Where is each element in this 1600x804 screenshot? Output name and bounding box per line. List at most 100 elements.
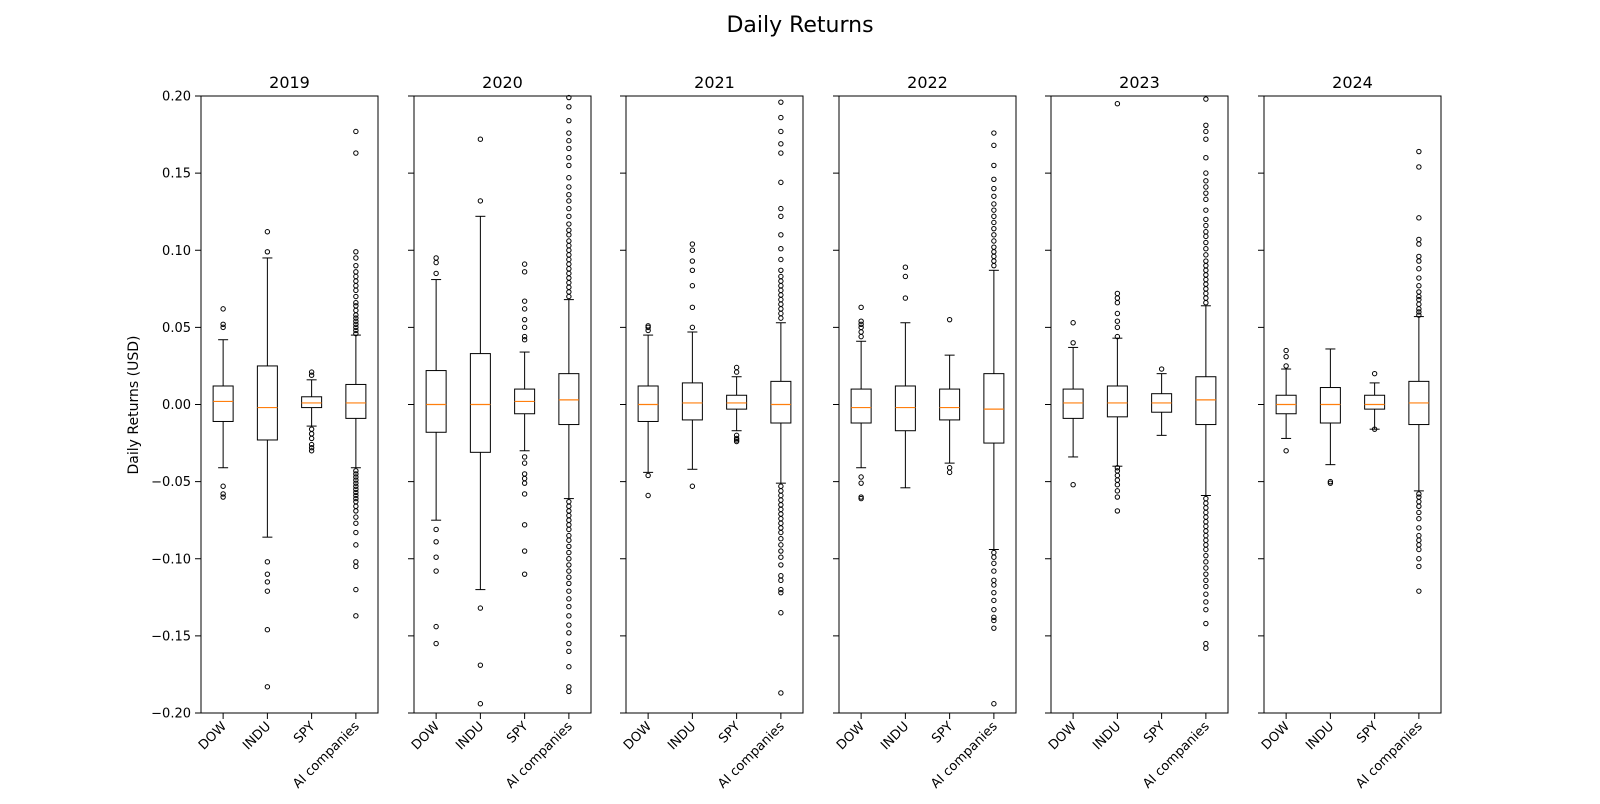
outlier-point	[689, 483, 696, 489]
outlier-point	[1371, 370, 1378, 377]
outlier-point	[308, 435, 315, 442]
outlier-point	[778, 179, 784, 186]
outlier-point	[521, 454, 528, 460]
outlier-point	[991, 142, 997, 149]
outlier-point	[1114, 333, 1121, 340]
outlier-point	[991, 176, 997, 182]
outlier-point	[353, 318, 359, 324]
outlier-point	[1203, 190, 1209, 196]
outlier-point	[566, 543, 572, 550]
outlier-point	[477, 701, 484, 707]
outlier-point	[689, 258, 696, 264]
outlier-point	[778, 315, 784, 321]
outlier-point	[1203, 122, 1209, 129]
outlier-point	[566, 537, 572, 543]
outlier-point	[566, 648, 572, 654]
outlier-point	[566, 130, 572, 136]
outlier-point	[264, 249, 271, 255]
outlier-point	[1203, 591, 1209, 597]
outlier-point	[433, 259, 439, 266]
outlier-point	[566, 664, 572, 670]
outlier-point	[1203, 252, 1209, 258]
outlier-point	[566, 117, 572, 124]
outlier-point	[566, 104, 572, 110]
outlier-point	[778, 128, 784, 135]
outlier-point	[1070, 482, 1076, 488]
y-tick-label: 0.20	[162, 90, 191, 105]
outlier-point	[1070, 320, 1076, 326]
iqr-box	[770, 380, 792, 424]
outlier-point	[689, 324, 696, 331]
outlier-point	[778, 150, 784, 156]
outlier-point	[308, 369, 315, 375]
y-tick-label: −0.10	[151, 552, 191, 567]
outlier-point	[1416, 588, 1422, 594]
outlier-point	[353, 287, 359, 294]
outlier-point	[689, 241, 696, 247]
outlier-point	[991, 213, 997, 220]
iqr-box	[558, 373, 580, 426]
outlier-point	[1283, 353, 1289, 360]
outlier-point	[353, 249, 359, 255]
panel-title: 2021	[694, 73, 735, 92]
outlier-point	[566, 138, 572, 144]
outlier-point	[566, 568, 572, 574]
outlier-point	[353, 495, 359, 502]
y-axis-label: Daily Returns (USD)	[126, 336, 142, 475]
outlier-point	[1283, 363, 1289, 369]
panel-frame	[838, 95, 1017, 714]
outlier-point	[521, 306, 528, 312]
outlier-point	[778, 548, 784, 554]
outlier-point	[353, 477, 359, 483]
outlier-point	[477, 662, 484, 668]
outlier-point	[858, 333, 864, 340]
outlier-point	[521, 298, 528, 304]
outlier-point	[689, 304, 696, 311]
panel-title: 2020	[482, 73, 523, 92]
outlier-point	[220, 491, 226, 497]
outlier-point	[433, 526, 439, 533]
iqr-box	[345, 383, 367, 419]
outlier-point	[264, 579, 271, 585]
iqr-box	[1364, 394, 1386, 410]
chart-title: Daily Returns	[726, 13, 873, 38]
panel-title: 2019	[269, 73, 310, 92]
outlier-point	[1158, 366, 1165, 372]
outlier-point	[353, 128, 359, 135]
outlier-point	[1203, 299, 1209, 306]
outlier-point	[308, 372, 315, 378]
outlier-point	[353, 324, 359, 331]
outlier-point	[1203, 239, 1209, 246]
outlier-point	[1416, 503, 1422, 510]
outlier-point	[1203, 207, 1209, 213]
panel-frame	[1263, 95, 1442, 714]
outlier-point	[477, 198, 484, 204]
outlier-point	[1203, 216, 1209, 223]
outlier-point	[1416, 266, 1422, 272]
panel-title: 2024	[1332, 73, 1373, 92]
outlier-point	[991, 568, 997, 574]
outlier-point	[521, 522, 528, 528]
iqr-box	[1319, 387, 1341, 424]
outlier-point	[778, 267, 784, 274]
outlier-point	[521, 491, 528, 497]
outlier-point	[353, 262, 359, 269]
outlier-point	[1203, 620, 1209, 627]
outlier-point	[1416, 275, 1422, 281]
outlier-point	[689, 283, 696, 289]
outlier-point	[1114, 101, 1121, 107]
outlier-point	[353, 613, 359, 619]
outlier-point	[858, 304, 864, 311]
y-tick-label: −0.20	[151, 707, 191, 722]
outlier-point	[778, 535, 784, 542]
outlier-point	[991, 262, 997, 269]
outlier-point	[566, 205, 572, 212]
outlier-point	[566, 155, 572, 161]
outlier-point	[477, 605, 484, 611]
iqr-box	[469, 353, 491, 453]
outlier-point	[778, 256, 784, 263]
outlier-point	[778, 141, 784, 147]
outlier-point	[1203, 571, 1209, 577]
outlier-point	[778, 114, 784, 121]
